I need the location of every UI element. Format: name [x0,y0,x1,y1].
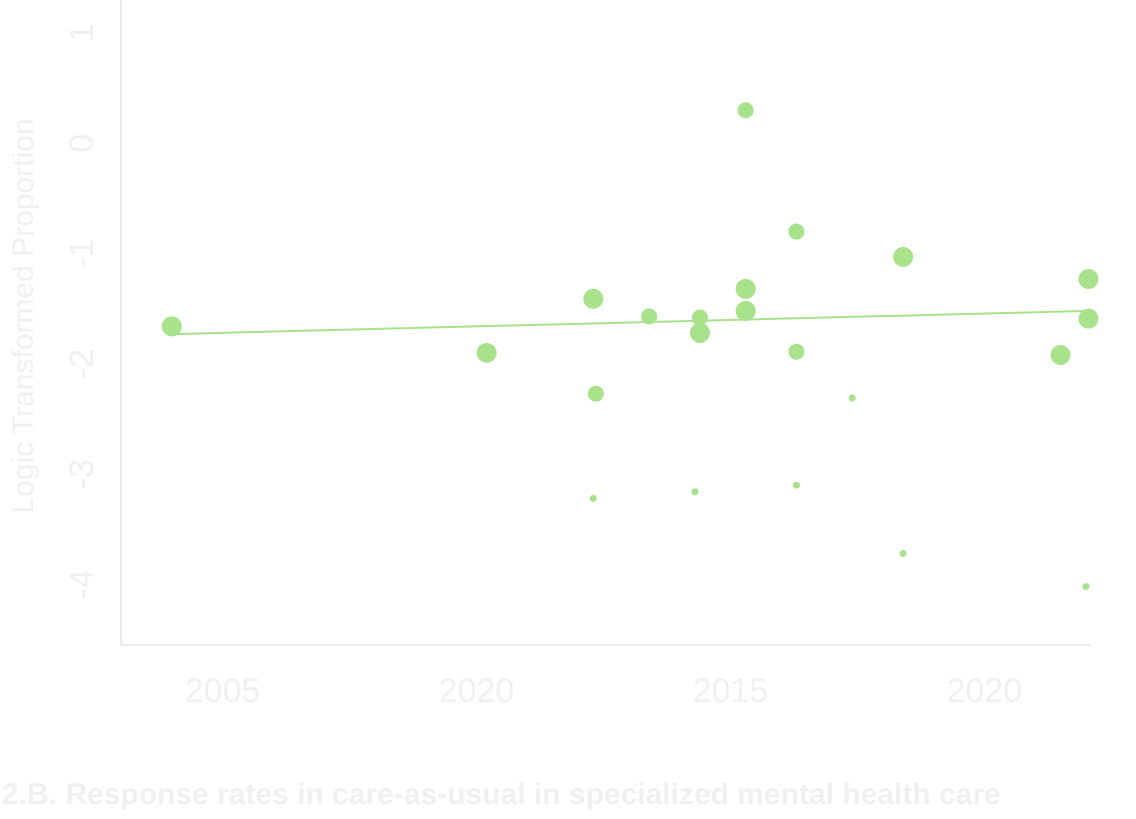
trend-line [171,309,1089,336]
x-tick-label: 2020 [439,672,515,710]
axes [120,0,1091,646]
data-point [735,300,756,321]
data-point [583,288,604,309]
data-point [641,308,658,325]
y-tick-label: -1 [63,238,101,268]
data-points [161,102,1099,591]
data-point [737,102,754,119]
y-tick-labels: 1 0 -1 -2 -3 -4 [63,24,101,600]
data-point [476,342,497,363]
x-tick-label: 2020 [947,672,1023,710]
y-axis-label: Logic Transformed Proportion [7,118,40,513]
data-point [792,481,800,489]
x-tick-label: 2015 [693,672,769,710]
data-point [735,278,756,299]
data-point [1050,345,1071,366]
y-tick-label: -3 [63,459,101,489]
y-tick-label: 1 [63,24,101,43]
data-point [691,488,699,496]
data-point [848,394,856,402]
data-point [899,549,907,557]
data-point [788,223,805,240]
data-point [587,385,604,402]
data-point [893,246,914,267]
y-tick-label: -4 [63,569,101,599]
data-point [161,316,182,337]
data-point [1078,308,1099,329]
x-tick-label: 2005 [185,672,261,710]
data-point [689,322,710,343]
data-point [788,343,805,360]
data-point [1078,268,1099,289]
chart-caption: 2.B. Response rates in care-as-usual in … [2,778,1001,811]
data-point [1082,583,1090,591]
y-tick-label: -2 [63,349,101,379]
y-tick-label: 0 [63,134,101,153]
data-point [691,309,708,326]
x-tick-labels: 2005 2020 2015 2020 [185,672,1022,710]
data-point [589,494,597,502]
